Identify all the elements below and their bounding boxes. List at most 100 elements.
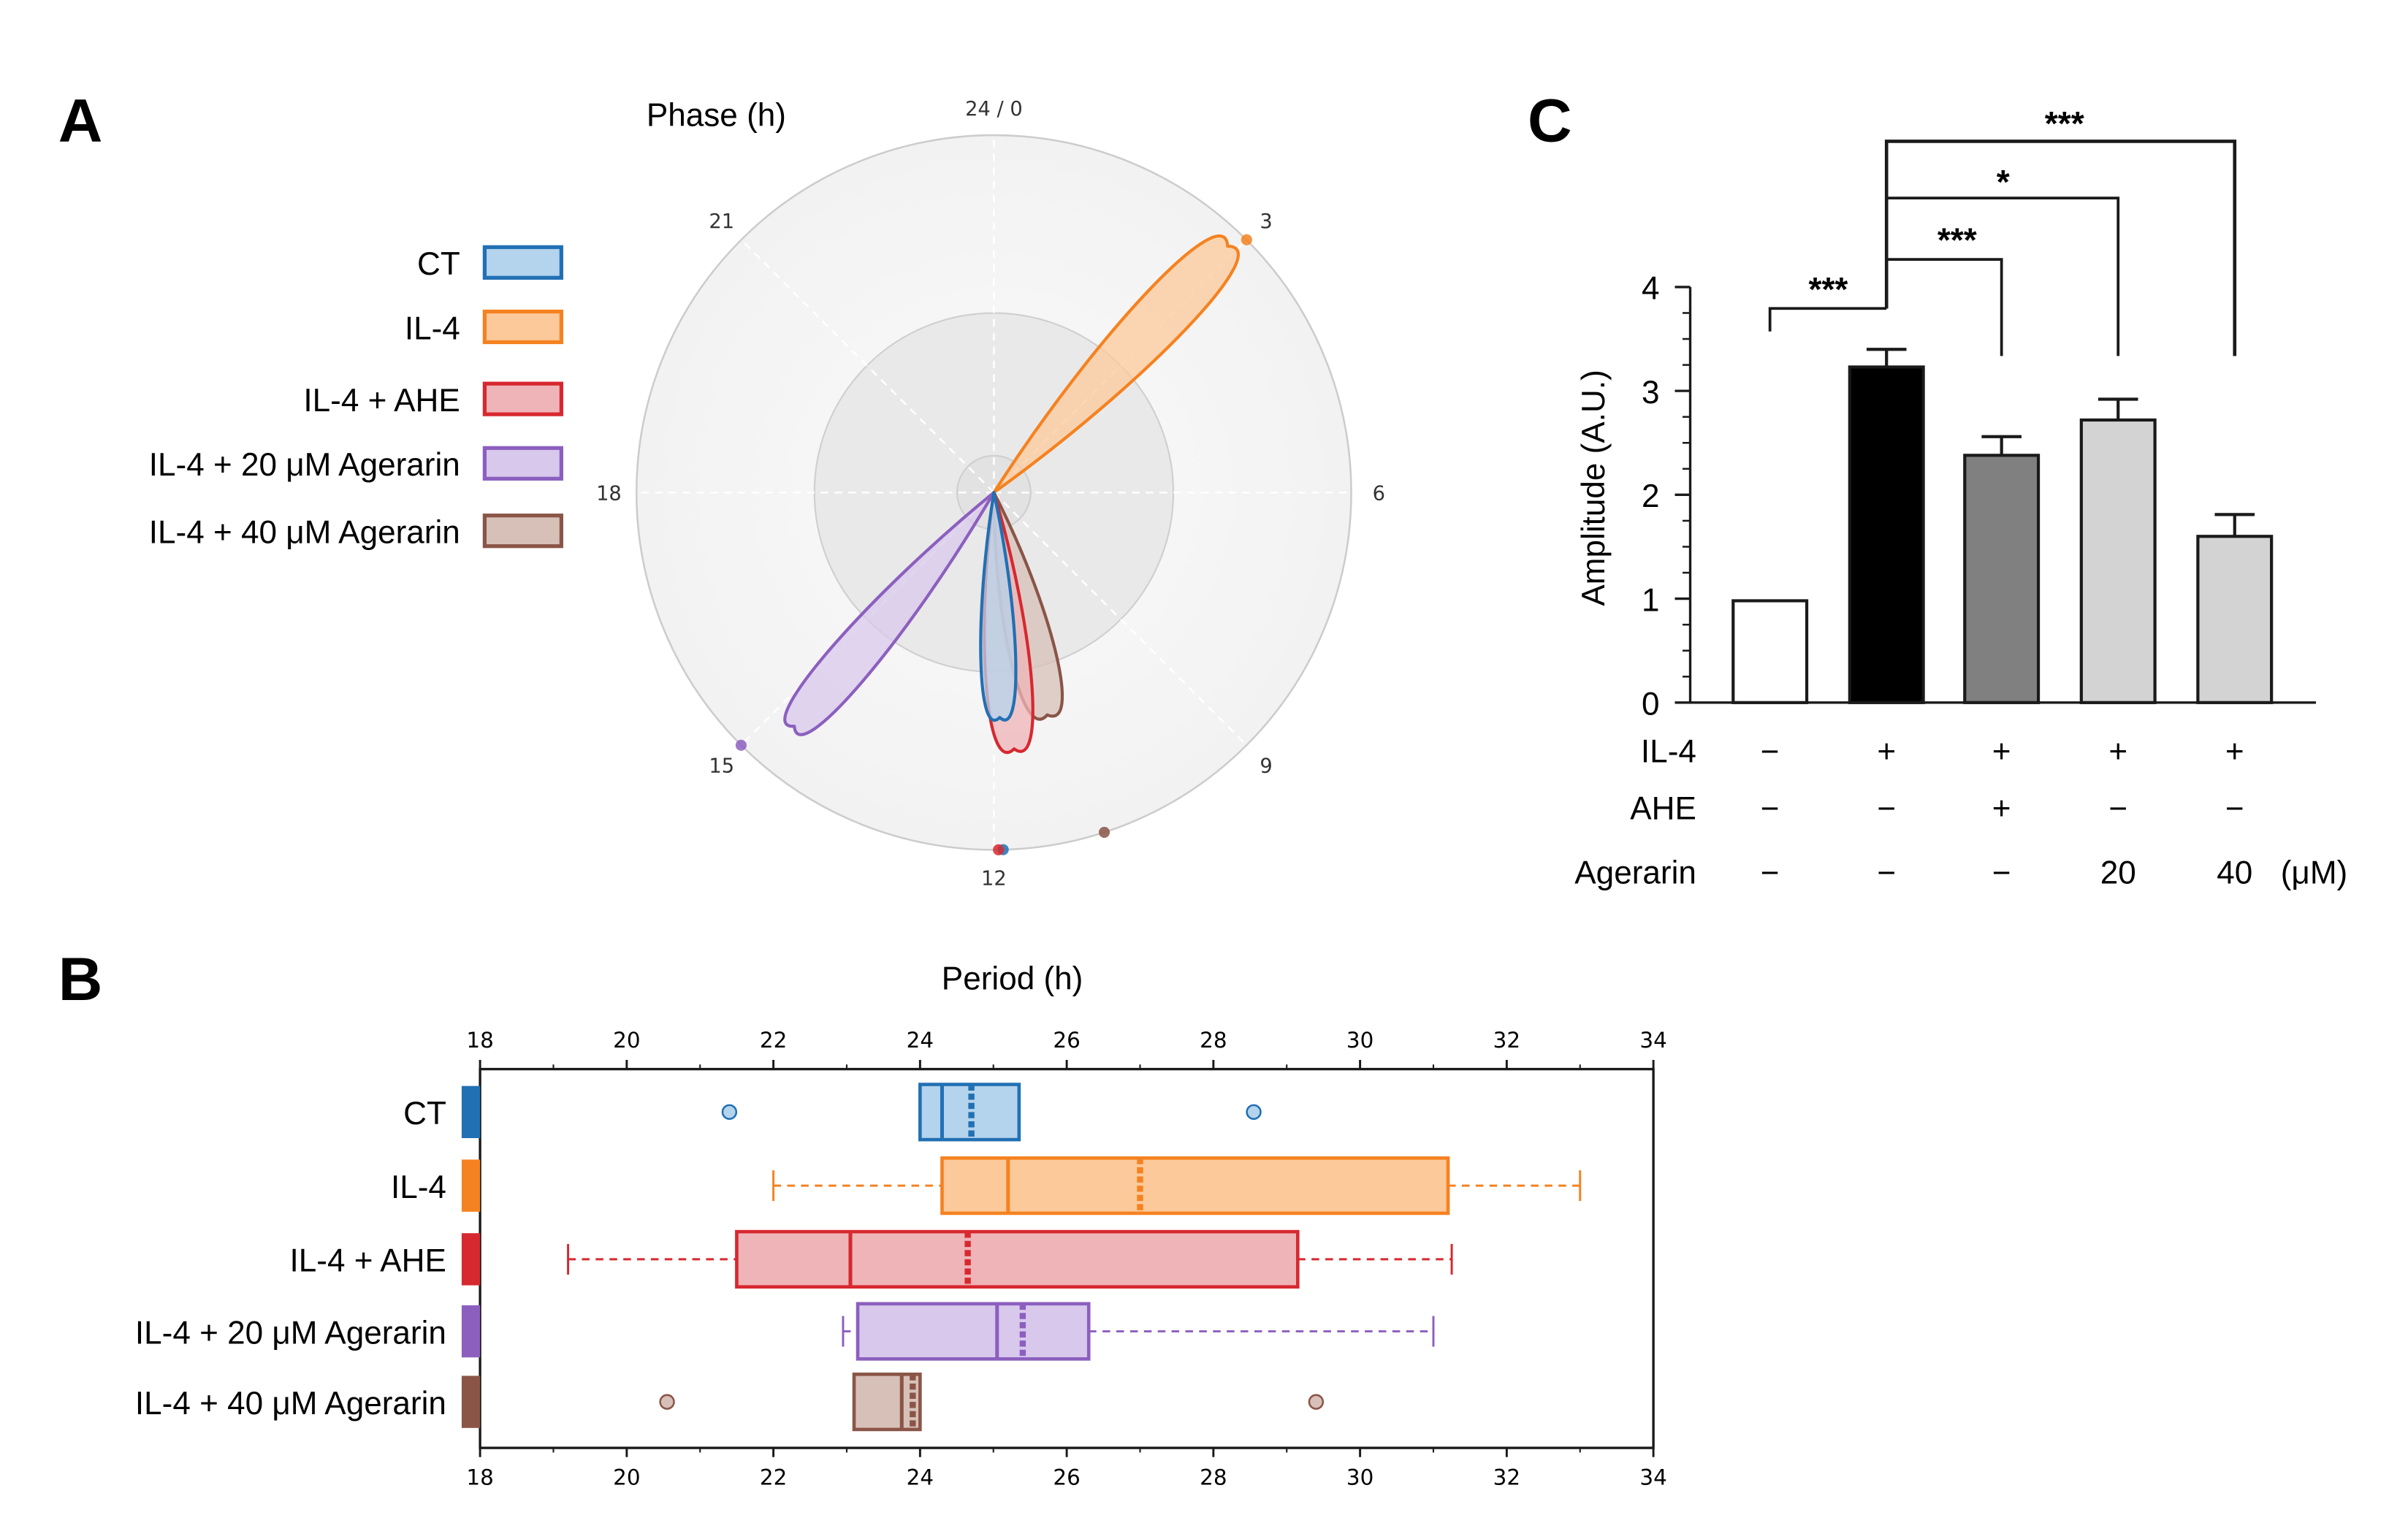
amplitude-y-ticks: 0 1 2 3 4 [1642, 271, 1691, 722]
top-tick-label: 18 [466, 1028, 493, 1053]
significance-stars: *** [1808, 270, 1848, 308]
legend-label-ct: CT [417, 246, 460, 282]
row-color-key-ct [461, 1085, 481, 1139]
condition-value: 40 [2217, 855, 2252, 891]
amplitude-bar-4 [2079, 418, 2157, 704]
condition-table: IL-4 − + + + + AHE − − + − − Agerarin − − − 20 40 (μM) [1574, 734, 2347, 891]
bottom-tick-label: 34 [1639, 1465, 1666, 1490]
polar-tick-label: 18 [596, 483, 622, 505]
outlier-point [1308, 1394, 1325, 1410]
polar-angle-ticks: 24 / 0 3 6 9 12 15 18 21 [596, 98, 1385, 890]
bottom-tick-label: 28 [1200, 1465, 1227, 1490]
boxplot-row-labels: CT IL-4 IL-4 + AHE IL-4 + 20 μM Agerarin IL-… [135, 1085, 481, 1428]
condition-value: − [1761, 790, 1780, 826]
outlier-point [721, 1104, 738, 1121]
period-boxplot-chart: Period (h) 18 18 20 20 22 22 24 24 26 26 28 28 30 30 3… [135, 961, 1667, 1489]
condition-value: 20 [2100, 855, 2136, 891]
box-il-4-40-m-agerarin [659, 1373, 1325, 1432]
phase-title: Phase (h) [647, 97, 786, 133]
polar-gridline [740, 239, 995, 494]
y-tick-label: 2 [1642, 478, 1660, 514]
polar-tick-label: 15 [709, 755, 734, 777]
condition-value: − [2225, 790, 2244, 826]
amplitude-bar-2 [1848, 365, 1925, 704]
condition-value: − [2108, 790, 2127, 826]
significance-stars: *** [1938, 221, 1977, 259]
mean-phase-marker-il-4 [1241, 234, 1252, 245]
row-label-il-4: IL-4 [391, 1169, 446, 1205]
bottom-tick-label: 20 [613, 1465, 640, 1490]
condition-value: + [2225, 734, 2244, 770]
condition-value: + [1992, 734, 2011, 770]
condition-value: − [1877, 790, 1896, 826]
legend-label-il-4-40-m-agerarin: IL-4 + 40 μM Agerarin [149, 514, 460, 550]
petal-il-4 [992, 234, 1240, 495]
amplitude-ylabel: Amplitude (A.U.) [1576, 370, 1612, 606]
bottom-tick-label: 22 [760, 1465, 787, 1490]
box-il-4-20-m-agerarin [842, 1302, 1435, 1361]
legend-swatch-il-4 [482, 309, 563, 345]
legend-label-il-4: IL-4 [405, 310, 460, 346]
petal-il-4-20-m-agerarin [783, 491, 996, 736]
polar-gridline [993, 492, 1248, 747]
petal-ct [979, 491, 1018, 722]
mean-phase-marker-il-4-ahe [993, 844, 1005, 855]
row-label-il-4-ahe: IL-4 + AHE [290, 1243, 446, 1279]
bottom-tick-label: 30 [1346, 1465, 1373, 1490]
row-color-key-il-4-40-m-agerarin [461, 1375, 481, 1428]
polar-tick-label: 21 [709, 210, 734, 233]
y-tick-label: 0 [1642, 687, 1660, 722]
legend-label-il-4-20-m-agerarin: IL-4 + 20 μM Agerarin [149, 447, 460, 483]
condition-label-ahe: AHE [1630, 790, 1696, 826]
significance-bracket [1885, 258, 2003, 356]
phase-polar-chart: Phase (h) 24 / 0 3 6 9 12 15 18 21 CT IL-4 IL-4 +… [149, 97, 1385, 890]
panel-label-a: A [58, 85, 103, 154]
polar-tick-label: 6 [1373, 483, 1385, 505]
legend-swatch-il-4-40-m-agerarin [482, 514, 563, 549]
polar-mean-markers [735, 234, 1252, 855]
amplitude-bar-1 [1731, 599, 1809, 704]
legend-swatch-il-4-20-m-agerarin [482, 446, 563, 481]
condition-value: + [1992, 790, 2011, 826]
condition-label-agerarin: Agerarin [1574, 855, 1696, 891]
box-il-4-ahe [567, 1229, 1453, 1289]
condition-value: + [1877, 734, 1896, 770]
y-tick-label: 1 [1642, 582, 1660, 618]
bottom-tick-label: 24 [907, 1465, 934, 1490]
panel-label-b: B [58, 945, 103, 1013]
bottom-tick-label: 18 [466, 1465, 493, 1490]
outlier-point [1246, 1104, 1262, 1121]
condition-value: − [1761, 855, 1780, 891]
significance-bracket [1884, 140, 2237, 356]
row-color-key-il-4-ahe [461, 1233, 481, 1286]
iqr-box [735, 1229, 1300, 1289]
bottom-tick-label: 32 [1493, 1465, 1520, 1490]
polar-tick-label: 12 [981, 868, 1007, 890]
iqr-box [856, 1302, 1091, 1361]
significance-stars: * [1997, 163, 2010, 201]
significance-brackets: ********** [1768, 104, 2237, 356]
top-tick-label: 24 [907, 1028, 934, 1053]
polar-tick-label: 9 [1260, 755, 1272, 777]
y-tick-label: 3 [1642, 375, 1660, 411]
condition-label-il-4: IL-4 [1641, 734, 1696, 770]
panel-label-c: C [1528, 85, 1572, 154]
top-tick-label: 32 [1493, 1028, 1520, 1053]
iqr-box [940, 1156, 1450, 1216]
mean-phase-marker-il-4-40-m-agerarin [1098, 826, 1110, 838]
polar-petals [783, 234, 1240, 755]
row-label-il-4-40-m-agerarin: IL-4 + 40 μM Agerarin [135, 1386, 446, 1422]
outlier-point [659, 1394, 675, 1410]
polar-tick-label: 3 [1260, 210, 1272, 233]
condition-value: − [1992, 855, 2011, 891]
iqr-box [852, 1373, 922, 1432]
amplitude-bars [1731, 348, 2274, 704]
y-tick-label: 4 [1642, 271, 1660, 307]
legend-swatch-il-4-ahe [482, 381, 563, 416]
significance-stars: *** [2045, 104, 2084, 142]
box-ct [721, 1083, 1262, 1142]
boxplot-axis-ticks: 18 18 20 20 22 22 24 24 26 26 28 28 30 30 32 32 34 34 [466, 1028, 1666, 1489]
top-tick-label: 34 [1639, 1028, 1666, 1053]
